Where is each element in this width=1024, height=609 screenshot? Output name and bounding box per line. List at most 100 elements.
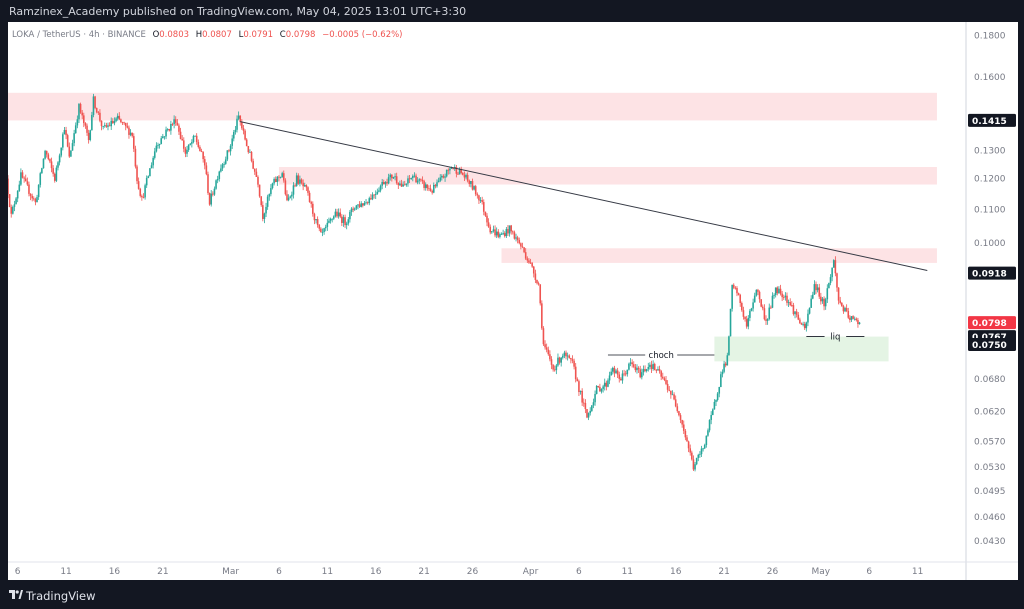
candle-body: [594, 393, 596, 403]
candle: [253, 168, 256, 175]
time-axis[interactable]: 6 11 16 21 Mar 6 11 16 21 26 Apr 6 11 16 21 26 May 6 11: [8, 561, 1018, 577]
candle-body: [202, 151, 204, 160]
candle-body: [457, 173, 459, 175]
candle-body: [489, 226, 492, 233]
candle-body: [220, 168, 222, 172]
candle-body: [739, 294, 742, 304]
demand-zone: [714, 336, 889, 362]
candle: [774, 287, 777, 298]
candle: [828, 282, 830, 289]
candle-body: [620, 378, 622, 381]
candle-body: [231, 138, 233, 146]
chart-area[interactable]: choch liq 0.1800 0.1600 0.1300 0.1200 0.1100 0…: [8, 22, 1018, 580]
candle-body: [247, 146, 250, 153]
candle: [799, 317, 801, 324]
candle: [8, 175, 9, 199]
candle-body: [294, 185, 296, 187]
candle: [486, 213, 488, 227]
candle-body: [765, 319, 767, 321]
candle-body: [552, 364, 554, 370]
candle-body: [610, 371, 612, 376]
candle-body: [465, 174, 467, 178]
candle-body: [70, 150, 72, 157]
candle: [484, 211, 487, 217]
candle-body: [200, 151, 203, 152]
candle-body: [265, 206, 267, 214]
tradingview-brand[interactable]: TradingView: [26, 589, 96, 603]
candle: [655, 368, 658, 374]
candle-body: [578, 381, 580, 393]
candle-body: [750, 308, 753, 311]
candle: [463, 171, 466, 181]
price-axis[interactable]: 0.1800 0.1600 0.1300 0.1200 0.1100 0.1000 0.06…: [968, 31, 1016, 547]
candle: [376, 188, 379, 195]
candle-body: [797, 314, 800, 320]
candle: [15, 197, 17, 205]
candle: [621, 370, 624, 384]
candle: [23, 176, 25, 183]
candle: [673, 392, 675, 401]
candle: [405, 183, 408, 187]
candle: [560, 356, 562, 367]
candle: [795, 308, 798, 318]
candle-body: [236, 118, 238, 130]
candle: [271, 182, 274, 190]
candle-body: [144, 185, 146, 198]
candle: [179, 127, 182, 140]
candle-body: [271, 183, 274, 189]
candle-body: [26, 181, 29, 185]
candle-body: [713, 401, 716, 410]
candle: [455, 164, 458, 178]
candle-body: [687, 441, 690, 449]
candle: [245, 138, 248, 147]
candle-body: [570, 357, 572, 360]
candle: [855, 317, 858, 322]
low-value: 0.0791: [243, 30, 273, 40]
candle: [671, 390, 674, 396]
candle-body: [224, 159, 227, 164]
price-tick: 0.0495: [974, 487, 1006, 497]
candle-body: [784, 295, 787, 298]
candle-body: [47, 154, 50, 160]
candle-body: [107, 125, 109, 127]
candle-body: [445, 169, 448, 177]
candle: [636, 364, 638, 374]
candle-body: [160, 138, 163, 144]
candle: [555, 363, 558, 375]
candle: [128, 125, 130, 139]
candle-body: [253, 168, 256, 172]
candle: [784, 292, 787, 301]
candle-body: [49, 159, 51, 162]
candle-body: [653, 363, 656, 371]
candle-body: [71, 143, 74, 151]
candle-body: [84, 123, 87, 126]
candle: [328, 217, 330, 224]
tradingview-logo-icon[interactable]: [9, 589, 23, 601]
candle-body: [655, 370, 658, 371]
candle: [294, 183, 296, 188]
footer-bar: TradingView: [0, 583, 1024, 609]
candle: [289, 195, 292, 199]
candle-body: [42, 158, 45, 169]
candle-body: [591, 405, 593, 411]
candle-body: [368, 198, 371, 204]
candle: [382, 179, 385, 185]
candle-body: [410, 178, 412, 179]
candle-body: [839, 300, 842, 303]
candle-body: [542, 328, 545, 345]
candle-body: [392, 176, 395, 179]
candle-body: [281, 173, 283, 177]
candle-body: [666, 383, 669, 390]
candle-body: [850, 316, 853, 320]
candle: [302, 179, 304, 191]
candle-body: [83, 115, 85, 124]
candle: [49, 158, 51, 164]
candle: [531, 261, 533, 268]
candle: [8, 194, 11, 208]
candle-body: [761, 306, 764, 309]
candle: [742, 306, 745, 320]
time-tick: 16: [109, 567, 121, 577]
candle-body: [808, 307, 811, 314]
candle-body: [673, 394, 675, 400]
